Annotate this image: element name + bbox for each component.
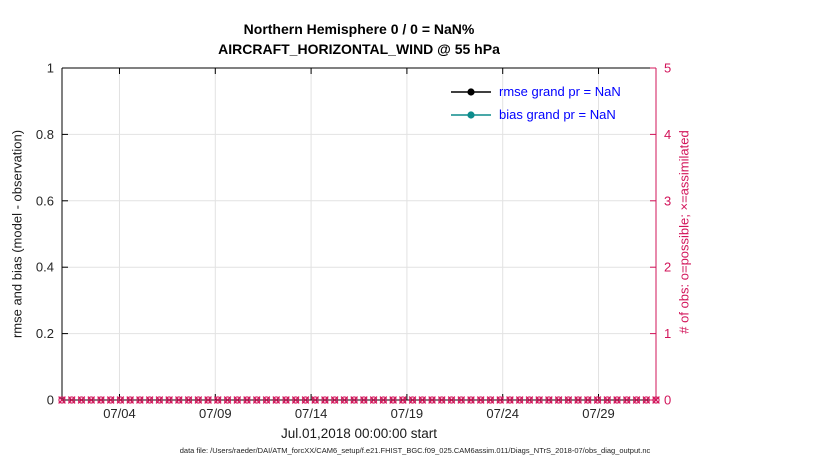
legend-item-bias: bias grand pr = NaN <box>450 103 621 126</box>
left-y-axis-label: rmse and bias (model - observation) <box>9 129 25 339</box>
svg-text:0.6: 0.6 <box>36 193 54 208</box>
svg-text:2: 2 <box>664 260 671 275</box>
right-y-axis-label: # of obs: o=possible; ×=assimilated <box>676 130 692 334</box>
svg-text:0: 0 <box>664 393 671 408</box>
svg-text:0: 0 <box>47 393 54 408</box>
svg-text:0.4: 0.4 <box>36 260 54 275</box>
svg-text:07/09: 07/09 <box>199 406 232 421</box>
chart-title-line2: AIRCRAFT_HORIZONTAL_WIND @ 55 hPa <box>218 41 500 57</box>
legend-item-rmse: rmse grand pr = NaN <box>450 80 621 103</box>
svg-text:3: 3 <box>664 193 671 208</box>
svg-text:07/19: 07/19 <box>391 406 424 421</box>
svg-text:07/14: 07/14 <box>295 406 328 421</box>
x-axis-label: Jul.01,2018 00:00:00 start <box>280 426 438 441</box>
legend-label-bias: bias grand pr = NaN <box>499 107 616 122</box>
svg-text:4: 4 <box>664 127 671 142</box>
svg-text:07/24: 07/24 <box>486 406 519 421</box>
svg-text:1: 1 <box>664 326 671 341</box>
svg-text:07/29: 07/29 <box>582 406 615 421</box>
svg-text:5: 5 <box>664 61 671 76</box>
svg-text:0.8: 0.8 <box>36 127 54 142</box>
legend: rmse grand pr = NaN bias grand pr = NaN <box>450 80 621 126</box>
bias-line-sample-icon <box>451 110 491 119</box>
legend-label-rmse: rmse grand pr = NaN <box>499 84 621 99</box>
data-file-caption: data file: /Users/raeder/DAI/ATM_forcXX/… <box>179 446 651 455</box>
rmse-line-sample-icon <box>451 87 491 96</box>
chart-title-line1: Northern Hemisphere 0 / 0 = NaN% <box>243 21 475 37</box>
svg-text:0.2: 0.2 <box>36 326 54 341</box>
svg-text:07/04: 07/04 <box>103 406 136 421</box>
svg-text:1: 1 <box>47 61 54 76</box>
